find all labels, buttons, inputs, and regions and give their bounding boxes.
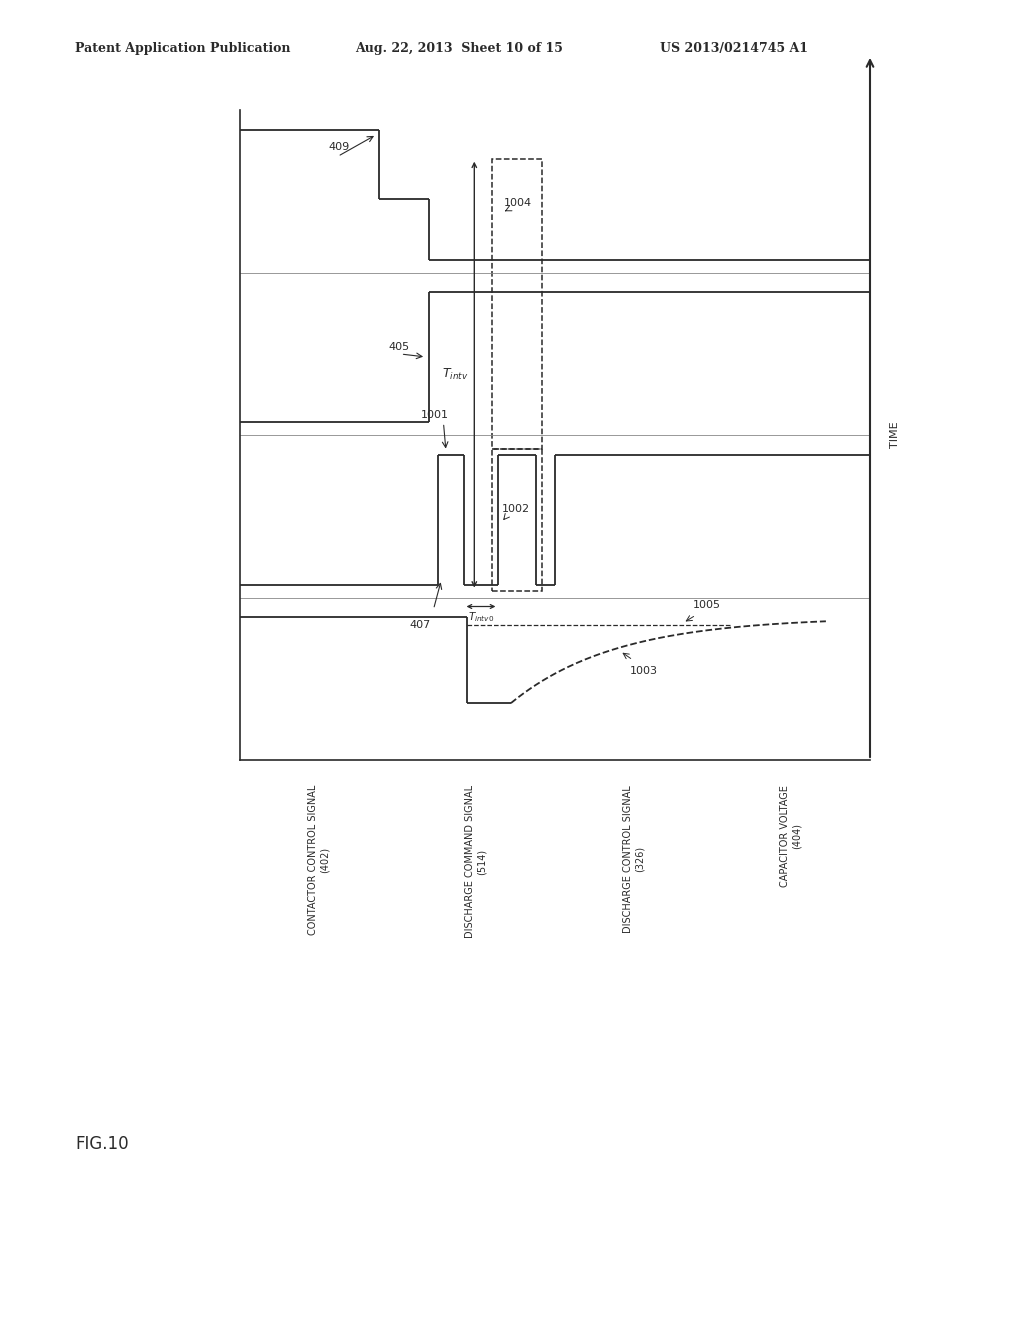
Text: 1003: 1003 — [630, 667, 658, 676]
Text: CAPACITOR VOLTAGE
(404): CAPACITOR VOLTAGE (404) — [780, 785, 802, 887]
Text: $T_{intv0}$: $T_{intv0}$ — [468, 610, 495, 624]
Text: 1005: 1005 — [693, 601, 721, 610]
Text: Patent Application Publication: Patent Application Publication — [75, 42, 291, 55]
Text: DISCHARGE CONTROL SIGNAL
(326): DISCHARGE CONTROL SIGNAL (326) — [623, 785, 644, 933]
Text: FIG.10: FIG.10 — [75, 1135, 129, 1152]
Text: TIME: TIME — [890, 421, 900, 449]
Text: $T_{intv}$: $T_{intv}$ — [442, 367, 468, 383]
Text: DISCHARGE COMMAND SIGNAL
(514): DISCHARGE COMMAND SIGNAL (514) — [466, 785, 487, 939]
Text: 1004: 1004 — [504, 198, 532, 207]
Text: Aug. 22, 2013  Sheet 10 of 15: Aug. 22, 2013 Sheet 10 of 15 — [355, 42, 563, 55]
Text: 407: 407 — [410, 619, 430, 630]
Bar — [493, 158, 542, 449]
Bar — [493, 449, 542, 590]
Text: US 2013/0214745 A1: US 2013/0214745 A1 — [660, 42, 808, 55]
Text: 1001: 1001 — [421, 409, 449, 420]
Text: 1002: 1002 — [503, 504, 530, 515]
Text: 409: 409 — [329, 143, 349, 152]
Text: CONTACTOR CONTROL SIGNAL
(402): CONTACTOR CONTROL SIGNAL (402) — [308, 785, 330, 936]
Text: 405: 405 — [388, 342, 410, 352]
